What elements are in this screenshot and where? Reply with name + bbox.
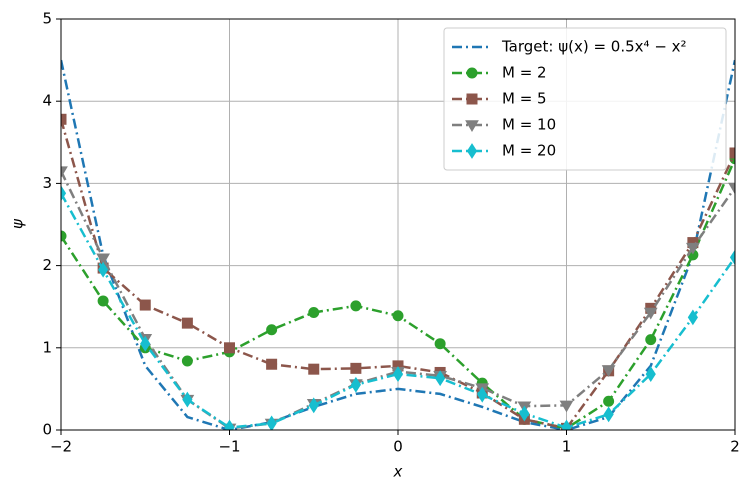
marker [96,253,110,266]
marker [687,309,698,326]
legend-label: M = 2 [502,64,547,82]
marker [350,300,362,312]
marker [98,261,109,278]
y-axis-label: ψ [9,218,27,229]
marker [181,355,193,367]
marker [603,406,614,423]
y-tick-label: 1 [42,338,52,356]
marker [140,335,151,352]
x-tick-label: 2 [730,438,740,456]
legend-label: M = 20 [502,142,556,160]
marker [224,419,235,430]
marker [434,338,446,350]
legend-label: M = 5 [502,90,547,108]
marker [435,370,446,387]
marker [350,362,362,374]
marker [729,147,735,159]
marker [182,391,193,408]
marker [686,242,700,255]
marker [519,405,530,422]
marker [61,166,68,179]
marker [308,306,320,318]
x-axis-label: x [393,463,403,481]
y-tick-label: 2 [42,256,52,274]
x-tick-label: −2 [50,438,72,456]
marker [728,182,735,195]
marker [643,307,658,320]
marker [350,376,361,393]
marker [466,143,478,159]
marker [729,249,735,266]
x-tick-label: −1 [218,438,240,456]
marker [97,295,109,307]
marker [224,342,235,354]
x-tick-label: 0 [393,438,403,456]
marker [466,93,478,105]
series-line [61,170,735,430]
marker [61,113,67,125]
marker [61,230,67,242]
marker [466,67,478,79]
marker [645,334,657,346]
x-tick-label: 1 [562,438,572,456]
plot-area [61,59,735,430]
marker [392,366,404,383]
marker [266,324,278,336]
legend-label: M = 10 [502,116,556,134]
y-tick-label: 0 [42,421,52,439]
marker [603,395,615,407]
legend-box [443,27,727,171]
marker [181,317,193,329]
marker [465,120,479,132]
marker [139,299,151,311]
marker [266,358,278,370]
axes-frame [60,18,736,431]
series-line [61,59,735,430]
marker [559,400,574,413]
marker [308,397,319,414]
legend-label: Target: ψ(x) = 0.5x⁴ − x² [501,38,687,56]
marker [308,363,320,375]
y-tick-label: 3 [42,174,52,192]
y-tick-label: 5 [42,10,52,28]
y-tick-label: 4 [42,92,52,110]
marker [561,419,572,430]
marker [392,310,404,322]
marker [61,185,67,202]
marker [477,386,488,403]
marker [266,415,277,430]
marker [601,365,616,377]
marker [645,366,656,383]
